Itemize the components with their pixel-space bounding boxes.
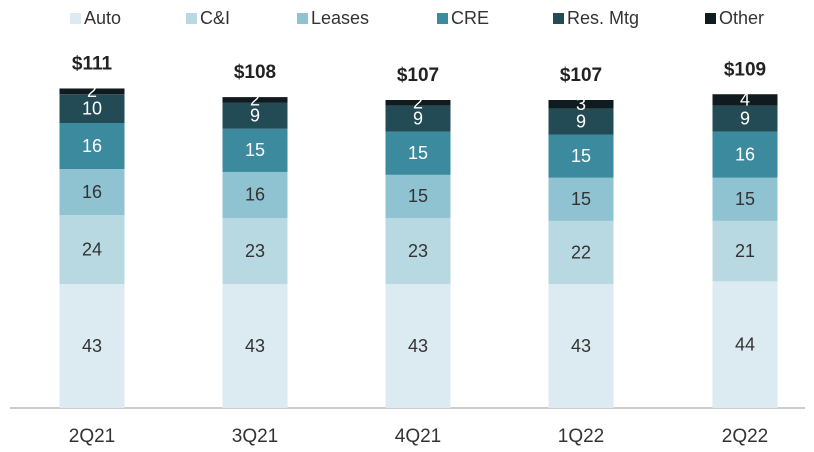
segment-label: 3 bbox=[576, 94, 586, 114]
legend-label: Auto bbox=[84, 8, 121, 28]
segment-label: 9 bbox=[740, 108, 750, 128]
bar-segment bbox=[548, 220, 614, 285]
bar-segment bbox=[385, 131, 451, 175]
segment-label: 9 bbox=[250, 106, 260, 126]
segment-label: 24 bbox=[82, 239, 102, 259]
x-tick-label: 3Q21 bbox=[232, 426, 278, 447]
bar-segment bbox=[59, 123, 125, 170]
bar-segment bbox=[222, 102, 288, 129]
legend-swatch bbox=[70, 13, 81, 24]
segment-label: 44 bbox=[735, 334, 755, 354]
segment-label: 16 bbox=[735, 144, 755, 164]
bar-segment bbox=[222, 171, 288, 219]
legend-label: Other bbox=[719, 8, 764, 28]
x-tick-label: 4Q21 bbox=[395, 426, 441, 447]
bar-segment bbox=[59, 169, 125, 216]
bar-segment bbox=[548, 134, 614, 178]
segment-label: 43 bbox=[408, 336, 428, 356]
bar-segment bbox=[548, 177, 614, 221]
segment-label: 9 bbox=[576, 111, 586, 131]
bar-segment bbox=[385, 105, 451, 132]
legend-label: CRE bbox=[451, 8, 489, 28]
bar-segment bbox=[385, 174, 451, 219]
segment-label: 43 bbox=[82, 336, 102, 356]
total-label: $107 bbox=[560, 65, 602, 86]
bar-segment bbox=[548, 99, 614, 109]
segment-label: 16 bbox=[245, 185, 265, 205]
legend-swatch bbox=[705, 13, 716, 24]
x-tick-label: 1Q22 bbox=[558, 426, 604, 447]
segment-label: 2 bbox=[250, 90, 260, 110]
bar-segment bbox=[712, 105, 778, 132]
bar-segment bbox=[59, 94, 125, 124]
total-label: $111 bbox=[72, 53, 113, 74]
bar-segment bbox=[385, 284, 451, 408]
bar-segment bbox=[222, 218, 288, 285]
legend-label: Leases bbox=[311, 8, 369, 28]
segment-label: 2 bbox=[87, 81, 97, 101]
segment-label: 43 bbox=[245, 336, 265, 356]
bar-segment bbox=[222, 97, 288, 103]
bar-segment bbox=[222, 128, 288, 172]
bar-segment bbox=[548, 284, 614, 408]
bar-segment bbox=[712, 131, 778, 178]
segment-label: 22 bbox=[571, 242, 591, 262]
segment-label: 10 bbox=[82, 98, 102, 118]
legend-label: Res. Mtg bbox=[567, 8, 639, 28]
segment-label: 15 bbox=[245, 140, 265, 160]
segment-label: 23 bbox=[245, 241, 265, 261]
segment-label: 43 bbox=[571, 336, 591, 356]
legend-swatch bbox=[553, 13, 564, 24]
segment-label: 15 bbox=[571, 189, 591, 209]
total-label: $109 bbox=[724, 59, 766, 80]
segment-label: 23 bbox=[408, 241, 428, 261]
segment-label: 4 bbox=[740, 90, 750, 110]
bar-segment bbox=[712, 94, 778, 106]
total-label: $108 bbox=[234, 62, 276, 83]
segment-label: 21 bbox=[735, 241, 755, 261]
segment-label: 9 bbox=[413, 108, 423, 128]
bar-segment bbox=[222, 284, 288, 408]
bar-segment bbox=[548, 108, 614, 135]
segment-label: 16 bbox=[82, 182, 102, 202]
x-tick-label: 2Q21 bbox=[69, 426, 115, 447]
bar-segment bbox=[712, 177, 778, 221]
legend-swatch bbox=[186, 13, 197, 24]
bar-segment bbox=[712, 281, 778, 408]
x-tick-label: 2Q22 bbox=[722, 426, 768, 447]
bar-segment bbox=[385, 218, 451, 285]
total-label: $107 bbox=[397, 65, 439, 86]
legend-label: C&I bbox=[200, 8, 230, 28]
bar-segment bbox=[385, 99, 451, 106]
legend-swatch bbox=[297, 13, 308, 24]
segment-label: 15 bbox=[408, 186, 428, 206]
bar-segment bbox=[59, 215, 125, 285]
segment-label: 15 bbox=[735, 189, 755, 209]
segment-label: 16 bbox=[82, 136, 102, 156]
segment-label: 2 bbox=[413, 93, 423, 113]
segment-label: 15 bbox=[408, 143, 428, 163]
segment-label: 15 bbox=[571, 146, 591, 166]
bar-segment bbox=[59, 284, 125, 408]
bar-segment bbox=[59, 88, 125, 95]
bar-segment bbox=[712, 220, 778, 282]
legend-swatch bbox=[437, 13, 448, 24]
